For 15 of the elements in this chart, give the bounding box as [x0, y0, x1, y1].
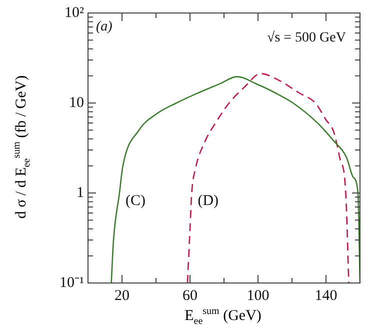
- x-tick-label: 140: [314, 288, 338, 304]
- x-axis-title: E$_{ee}$$^{sum}$ (GeV): [184, 306, 262, 327]
- x-tick-label: 20: [114, 288, 130, 304]
- y-tick-label: 10: [69, 94, 84, 111]
- annotation: (a): [96, 20, 113, 35]
- line-series: [186, 72, 350, 283]
- annotation: √s = 500 GeV: [267, 30, 346, 46]
- y-tick-label: 10²: [64, 4, 84, 21]
- line-series: [110, 76, 360, 283]
- annotation: (C): [125, 192, 146, 209]
- x-tick-label: 100: [246, 288, 270, 304]
- y-tick-label: 10⁻¹: [60, 274, 84, 291]
- annotation: (D): [198, 192, 219, 209]
- y-tick-label: 1: [76, 184, 84, 201]
- x-tick-label: 60: [182, 288, 198, 304]
